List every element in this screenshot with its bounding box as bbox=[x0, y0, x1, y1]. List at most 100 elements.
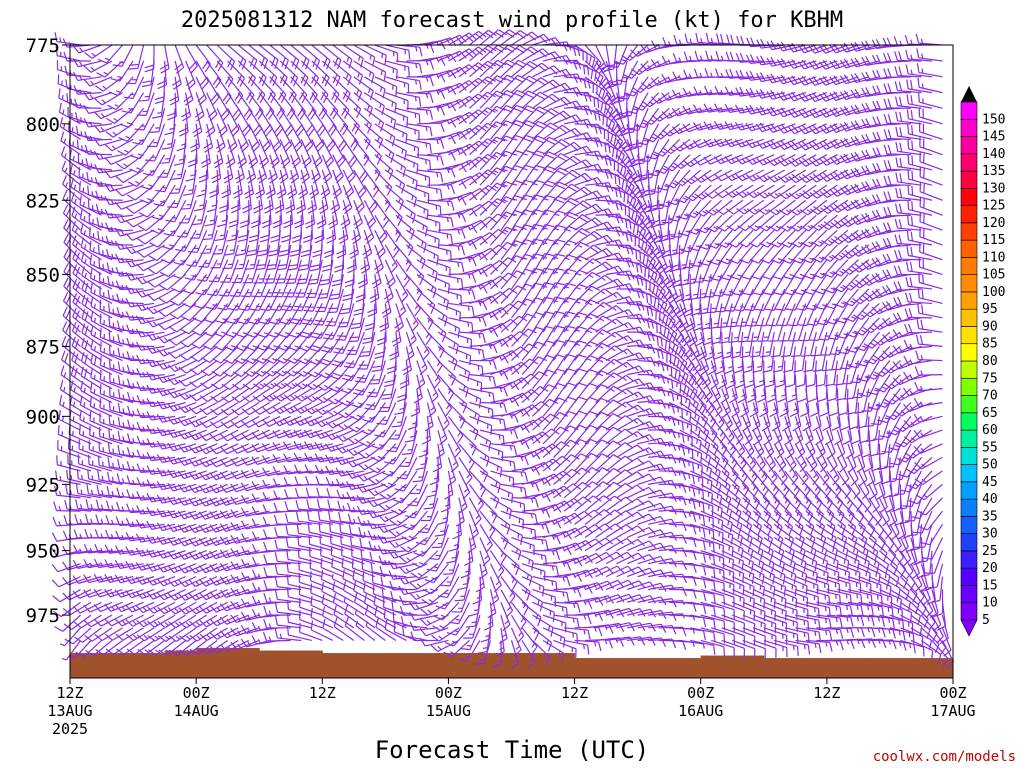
wind-barb bbox=[72, 293, 92, 319]
wind-barb bbox=[114, 559, 144, 570]
wind-barb bbox=[71, 351, 92, 376]
wind-barb bbox=[62, 175, 81, 201]
wind-barb bbox=[72, 588, 102, 599]
wind-barb bbox=[72, 307, 92, 333]
wind-barb bbox=[107, 92, 134, 111]
wind-barb bbox=[161, 123, 176, 150]
colorbar-swatch bbox=[960, 118, 978, 137]
wind-barb bbox=[104, 544, 134, 554]
wind-barb bbox=[80, 352, 102, 376]
wind-barb bbox=[104, 196, 134, 206]
colorbar-label: 145 bbox=[982, 130, 1005, 145]
wind-barb bbox=[93, 573, 123, 583]
wind-barb bbox=[72, 575, 102, 584]
wind-barb bbox=[97, 230, 123, 246]
wind-barb bbox=[67, 439, 92, 458]
colorbar-label: 135 bbox=[982, 164, 1005, 179]
wind-barb bbox=[98, 426, 123, 445]
x-tick-label: 16AUG bbox=[678, 702, 723, 720]
colorbar-label: 55 bbox=[982, 440, 998, 455]
wind-barb bbox=[167, 184, 187, 209]
wind-barb bbox=[129, 154, 155, 174]
wind-barb bbox=[139, 76, 155, 102]
wind-barb bbox=[80, 381, 102, 404]
wind-barb bbox=[146, 588, 176, 600]
wind-barb bbox=[86, 171, 113, 186]
wind-barb bbox=[149, 108, 166, 134]
x-tick-label: 12Z bbox=[561, 684, 588, 702]
wind-barb bbox=[70, 177, 92, 201]
wind-barb bbox=[79, 410, 102, 431]
wind-barb bbox=[149, 229, 176, 248]
wind-barb bbox=[125, 517, 155, 528]
terrain-segment bbox=[133, 653, 166, 678]
wind-barb bbox=[114, 184, 144, 197]
wind-barb bbox=[93, 588, 123, 598]
wind-barb bbox=[146, 534, 176, 544]
wind-barb bbox=[87, 469, 113, 485]
wind-barb bbox=[165, 199, 187, 223]
wind-barb bbox=[151, 92, 166, 119]
wind-barb bbox=[104, 209, 134, 219]
wind-barb bbox=[84, 44, 113, 59]
wind-barb bbox=[95, 76, 123, 92]
x-tick-label: 00Z bbox=[939, 684, 966, 702]
wind-barb bbox=[79, 209, 102, 231]
wind-barb bbox=[146, 614, 176, 628]
wind-barb bbox=[136, 368, 165, 378]
wind-barb bbox=[146, 302, 176, 315]
wind-barb bbox=[96, 217, 123, 231]
wind-barb bbox=[88, 440, 113, 458]
colorbar-swatch bbox=[960, 153, 978, 172]
wind-barb bbox=[130, 138, 155, 160]
colorbar-label: 75 bbox=[982, 371, 998, 386]
wind-barb bbox=[99, 355, 123, 376]
wind-barb bbox=[73, 85, 102, 95]
wind-barb bbox=[135, 328, 165, 338]
wind-barb bbox=[104, 574, 134, 583]
colorbar-swatch bbox=[960, 447, 978, 465]
wind-barb bbox=[75, 499, 102, 512]
colorbar-swatch bbox=[960, 550, 978, 569]
wind-barb bbox=[118, 123, 145, 142]
wind-barb bbox=[146, 601, 176, 614]
colorbar-label: 45 bbox=[982, 475, 998, 490]
wind-barb bbox=[115, 169, 144, 183]
wind-barb bbox=[125, 601, 155, 613]
wind-barb bbox=[136, 408, 165, 419]
colorbar-label: 115 bbox=[982, 233, 1005, 248]
wind-barb bbox=[115, 280, 144, 291]
wind-barb bbox=[78, 439, 102, 458]
wind-barb bbox=[90, 325, 113, 347]
wind-barb bbox=[110, 60, 134, 82]
wind-barb bbox=[83, 574, 113, 584]
wind-barb bbox=[125, 560, 155, 570]
colorbar-swatch bbox=[960, 291, 978, 310]
wind-barb bbox=[71, 336, 92, 362]
colorbar-swatch bbox=[960, 585, 978, 604]
wind-barb bbox=[84, 627, 113, 642]
wind-barb bbox=[183, 76, 194, 106]
wind-barb bbox=[57, 424, 81, 445]
colorbar-swatch bbox=[960, 377, 978, 396]
wind-barb bbox=[146, 411, 176, 421]
wind-barb bbox=[62, 321, 81, 347]
colorbar-label: 110 bbox=[982, 250, 1005, 265]
wind-barb bbox=[105, 222, 134, 233]
colorbar-swatch bbox=[960, 343, 978, 362]
wind-barb bbox=[135, 315, 165, 325]
wind-barb bbox=[123, 76, 145, 100]
wind-barb bbox=[155, 169, 176, 193]
wind-barb bbox=[137, 639, 165, 656]
wind-barb bbox=[116, 307, 144, 319]
colorbar-swatch bbox=[960, 498, 978, 517]
colorbar-legend: 5 10 15 20 25 30 35 40 45 50 55 60 65 70 75 80 85 90 95 100… bbox=[960, 86, 1005, 637]
wind-barb bbox=[51, 563, 81, 573]
wind-barb bbox=[141, 169, 166, 191]
wind-barb bbox=[136, 381, 165, 392]
wind-barb bbox=[72, 58, 102, 68]
colorbar-swatch bbox=[960, 136, 978, 155]
terrain-segment bbox=[385, 653, 449, 678]
wind-barb bbox=[106, 262, 134, 275]
